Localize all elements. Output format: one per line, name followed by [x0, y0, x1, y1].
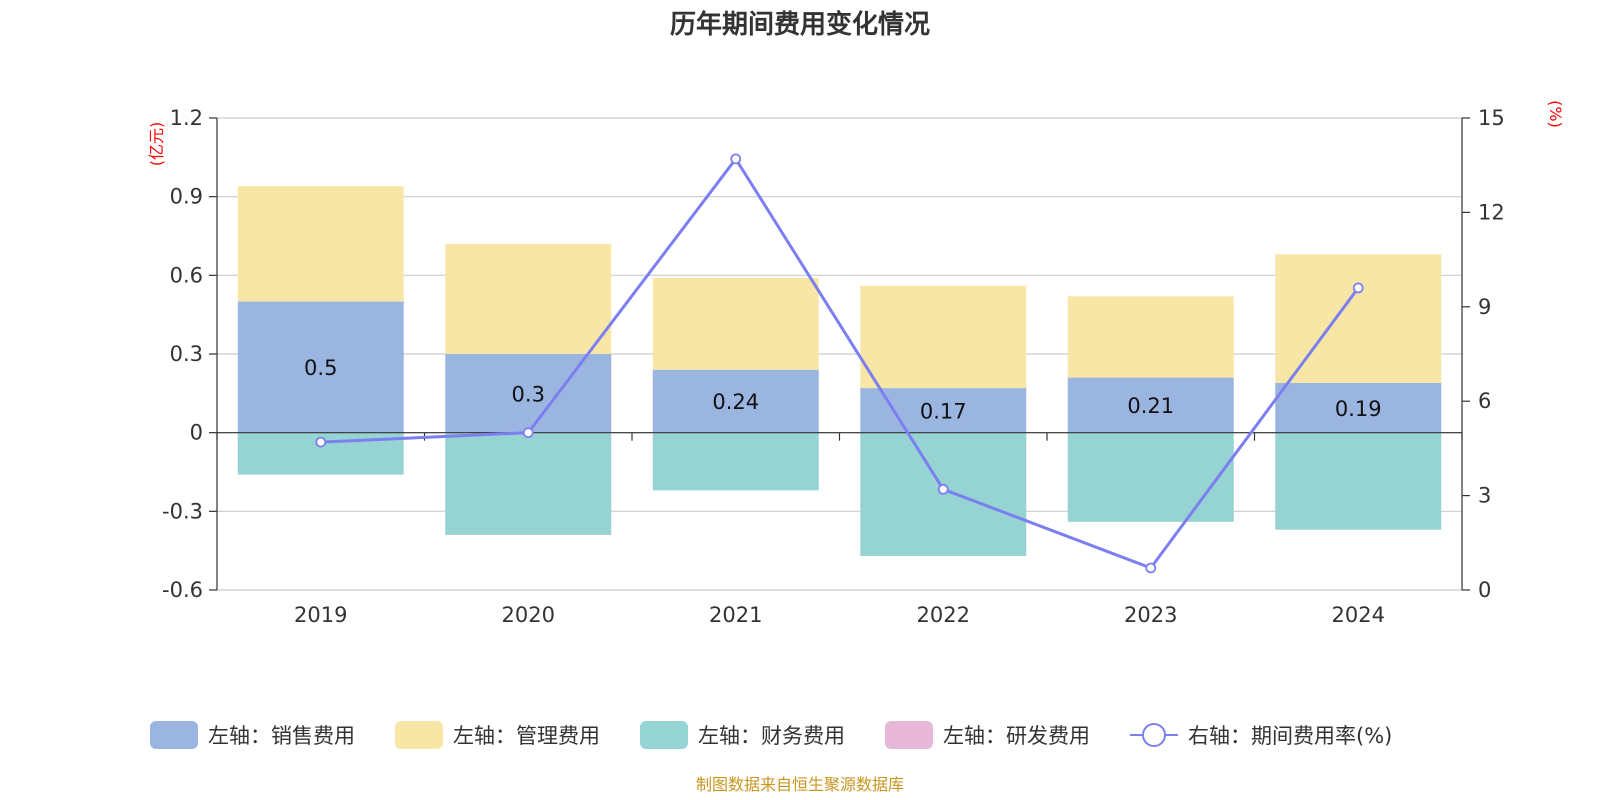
source-note: 制图数据来自恒生聚源数据库 — [696, 775, 904, 794]
right-tick-label: 6 — [1478, 389, 1491, 413]
right-tick-label: 12 — [1478, 200, 1505, 224]
left-tick-label: 0.6 — [170, 263, 203, 287]
left-tick-label: 0.3 — [170, 342, 203, 366]
bar-finance-2020 — [445, 432, 612, 535]
left-tick-label: 0.9 — [170, 185, 203, 209]
bar-finance-2021 — [652, 432, 819, 491]
sales-value-label: 0.21 — [1127, 394, 1174, 418]
sales-value-label: 0.17 — [920, 399, 967, 423]
data-labels: 0.5 0.3 0.24 0.17 0.21 0.19 — [304, 356, 1382, 423]
category-label-2020: 2020 — [502, 603, 555, 627]
bar-admin-2020 — [445, 243, 612, 354]
legend-label-rnd: 左轴：研发费用 — [943, 724, 1090, 748]
rate-point-2019 — [315, 436, 327, 448]
legend-label-finance: 左轴：财务费用 — [698, 724, 845, 748]
legend-swatch-sales — [150, 721, 198, 749]
legend-label-sales: 左轴：销售费用 — [208, 724, 355, 748]
bar-admin-2024 — [1275, 254, 1442, 383]
rate-point-2022 — [937, 483, 949, 495]
bar-sales-2024 — [1275, 382, 1442, 433]
legend-swatch-rnd — [885, 721, 933, 749]
bar-sales-2020 — [445, 354, 612, 433]
category-label-2019: 2019 — [294, 603, 347, 627]
bar-admin-2022 — [860, 285, 1027, 389]
right-tick-label: 3 — [1478, 484, 1491, 508]
rate-point-2023 — [1145, 562, 1157, 574]
bar-admin-2023 — [1067, 296, 1234, 378]
bar-series — [237, 186, 1442, 556]
rate-point-2020 — [522, 427, 534, 439]
axes: -0.6 -0.3 0 0.3 0.6 0.9 1.2 0 3 6 9 12 15 (亿元) (%) 2019… — [147, 100, 1565, 627]
right-tick-label: 15 — [1478, 106, 1505, 130]
bar-admin-2021 — [652, 277, 819, 370]
bar-sales-2022 — [860, 388, 1027, 433]
bar-finance-2023 — [1067, 432, 1234, 522]
rate-point-2021 — [730, 153, 742, 165]
category-label-2021: 2021 — [709, 603, 762, 627]
sales-value-label: 0.3 — [512, 382, 545, 406]
bar-admin-2019 — [237, 186, 404, 302]
legend-marker-rate — [1142, 723, 1166, 747]
category-label-2023: 2023 — [1124, 603, 1177, 627]
legend-label-admin: 左轴：管理费用 — [453, 724, 600, 748]
left-axis-unit: (亿元) — [147, 122, 166, 167]
legend-swatch-admin — [395, 721, 443, 749]
left-tick-label: 0 — [190, 421, 203, 445]
legend-label-rate: 右轴：期间费用率(%) — [1188, 724, 1392, 748]
legend: 左轴：销售费用 左轴：管理费用 左轴：财务费用 左轴：研发费用 右轴：期间费用率(%) — [150, 721, 1392, 749]
category-label-2024: 2024 — [1332, 603, 1385, 627]
bar-sales-2019 — [237, 301, 404, 433]
bar-finance-2024 — [1275, 432, 1442, 530]
right-tick-label: 0 — [1478, 578, 1491, 602]
left-tick-label: -0.6 — [162, 578, 203, 602]
rate-line-series — [315, 153, 1364, 574]
rate-line — [320, 156, 1360, 570]
left-tick-label: -0.3 — [162, 499, 203, 523]
rate-point-2024 — [1352, 282, 1364, 294]
right-axis-unit: (%) — [1546, 100, 1565, 128]
legend-swatch-finance — [640, 721, 688, 749]
bar-sales-2021 — [652, 369, 819, 433]
sales-value-label: 0.19 — [1335, 397, 1382, 421]
category-label-2022: 2022 — [917, 603, 970, 627]
right-tick-label: 9 — [1478, 295, 1491, 319]
sales-value-label: 0.24 — [712, 390, 759, 414]
left-tick-label: 1.2 — [170, 106, 203, 130]
sales-value-label: 0.5 — [304, 356, 337, 380]
chart-title: 历年期间费用变化情况 — [670, 9, 930, 40]
bar-sales-2023 — [1067, 377, 1234, 433]
